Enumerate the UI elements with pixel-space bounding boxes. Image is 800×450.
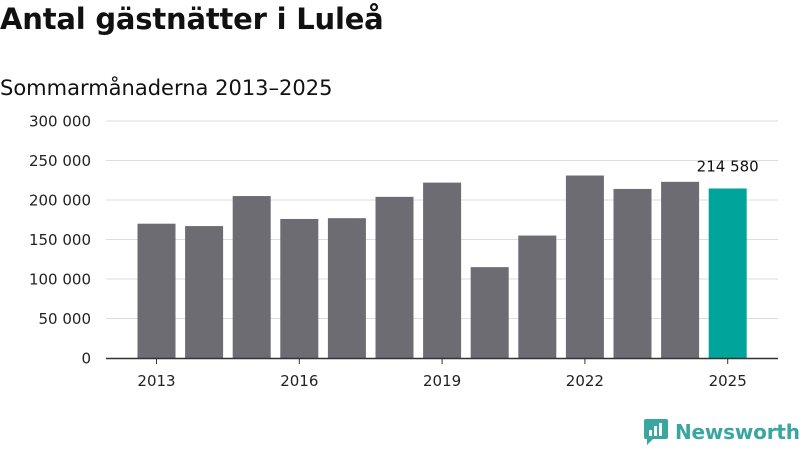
x-tick-label: 2019 bbox=[423, 372, 461, 390]
y-tick-label: 0 bbox=[81, 350, 91, 368]
x-tick-label: 2016 bbox=[280, 372, 318, 390]
bar bbox=[518, 235, 557, 358]
data-label: 214 580 bbox=[697, 157, 759, 175]
y-tick-label: 50 000 bbox=[39, 310, 92, 328]
bar bbox=[327, 218, 366, 358]
x-tick-label: 2022 bbox=[566, 372, 604, 390]
y-tick-label: 300 000 bbox=[29, 113, 91, 131]
bar bbox=[423, 182, 462, 358]
bar bbox=[565, 175, 604, 358]
bar bbox=[185, 226, 224, 358]
x-tick-label: 2013 bbox=[137, 372, 175, 390]
bar bbox=[137, 223, 176, 358]
bar bbox=[470, 267, 509, 358]
bar bbox=[280, 218, 319, 358]
y-tick-label: 150 000 bbox=[29, 231, 91, 249]
brand-name: Newsworthy bbox=[675, 420, 800, 444]
y-tick-label: 250 000 bbox=[29, 152, 91, 170]
x-tick-label: 2025 bbox=[709, 372, 747, 390]
bar bbox=[375, 196, 414, 358]
y-tick-label: 200 000 bbox=[29, 192, 91, 210]
newsworthy-brand: Newsworthy bbox=[643, 418, 800, 446]
y-tick-label: 100 000 bbox=[29, 271, 91, 289]
newsworthy-logo-icon bbox=[644, 419, 668, 445]
bar bbox=[613, 188, 652, 358]
chart-subtitle: Sommarmånaderna 2013–2025 bbox=[0, 76, 333, 100]
bar bbox=[232, 196, 271, 358]
bar-highlight bbox=[708, 188, 747, 358]
bar bbox=[661, 181, 700, 358]
chart-title: Antal gästnätter i Luleå bbox=[0, 2, 384, 36]
